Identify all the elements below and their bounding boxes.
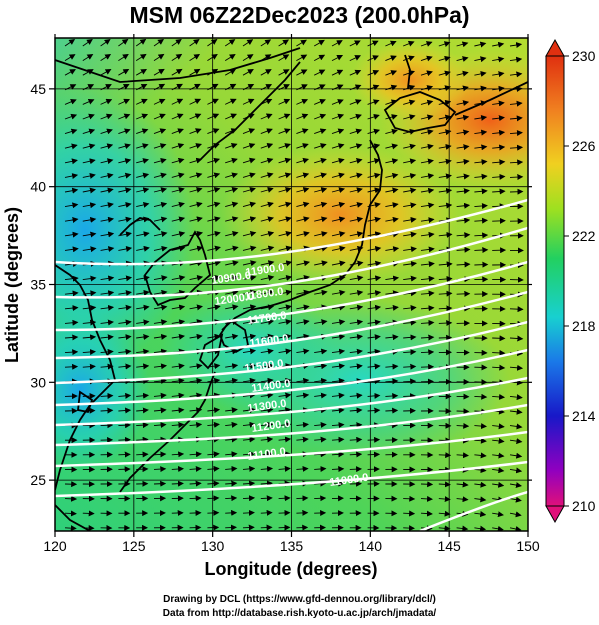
colorbar-tick-label: 210 <box>572 498 596 514</box>
footer-credit-drawing: Drawing by DCL (https://www.gfd-dennou.o… <box>163 594 436 605</box>
footer-credit-data: Data from http://database.rish.kyoto-u.a… <box>162 608 437 619</box>
x-tick-label: 135 <box>280 538 304 554</box>
y-tick-label: 40 <box>30 179 46 195</box>
colorbar-ticks: 230 226 222 218 214 210 <box>564 48 596 514</box>
contour-label: 11300.0 <box>247 398 287 415</box>
coastlines <box>55 47 528 531</box>
y-axis-label: Latitude (degrees) <box>2 207 22 363</box>
colorbar-tick-label: 222 <box>572 228 596 244</box>
colorbar-tick-label: 218 <box>572 318 596 334</box>
x-tick-label: 145 <box>437 538 461 554</box>
temperature-field: 11900.0 11800.0 11700.0 11600.0 11500.0 11400… <box>55 38 528 531</box>
y-tick-label: 25 <box>30 472 46 488</box>
contour-label: 11700.0 <box>247 310 287 327</box>
contour-labels: 11900.0 11800.0 11700.0 11600.0 11500.0 11400… <box>211 262 369 489</box>
colorbar-min-triangle <box>545 505 565 524</box>
x-tick-label: 120 <box>43 538 67 554</box>
contour-label: 11100.0 <box>247 446 287 463</box>
x-tick-label: 130 <box>201 538 225 554</box>
wind-vectors <box>64 38 528 531</box>
y-axis-ticks: 25 30 35 40 45 <box>30 81 532 488</box>
y-tick-label: 35 <box>30 277 46 293</box>
colorbar-tick-label: 226 <box>572 138 596 154</box>
colorbar: 230 226 222 218 214 210 <box>545 38 596 524</box>
x-axis-ticks: 120 125 130 135 140 145 150 <box>43 34 540 554</box>
y-tick-label: 45 <box>30 81 46 97</box>
map-title: MSM 06Z22Dec2023 (200.0hPa) <box>129 2 470 28</box>
contour-label: 12000.0 <box>214 291 255 308</box>
contour-label: 11900.0 <box>245 262 285 279</box>
contour-label: 11800.0 <box>244 286 284 303</box>
contour-label: 11600.0 <box>249 333 289 350</box>
contour-label: 11000.0 <box>329 472 369 489</box>
colorbar-tick-label: 230 <box>572 48 596 64</box>
y-tick-label: 30 <box>30 374 46 390</box>
x-tick-label: 150 <box>516 538 540 554</box>
x-tick-label: 125 <box>122 538 146 554</box>
contour-label: 10900.0 <box>211 270 252 287</box>
colorbar-tick-label: 214 <box>572 408 596 424</box>
x-axis-label: Longitude (degrees) <box>204 559 377 579</box>
colorbar-max-triangle <box>545 38 565 57</box>
contour-label: 11400.0 <box>251 378 291 395</box>
x-tick-label: 140 <box>359 538 383 554</box>
contour-label: 11200.0 <box>251 418 291 435</box>
height-contours <box>55 198 528 531</box>
contour-label: 11500.0 <box>244 358 284 375</box>
